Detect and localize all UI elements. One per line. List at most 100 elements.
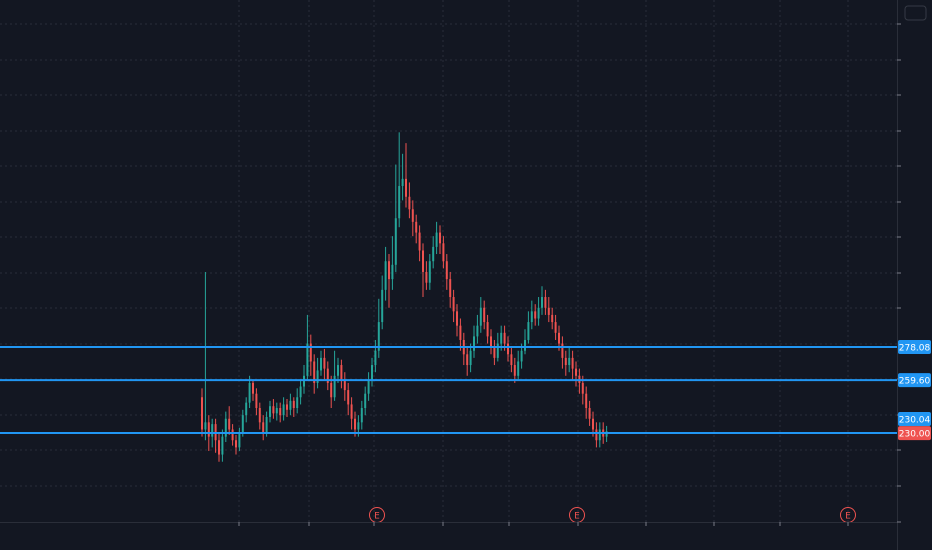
candle-body [452, 297, 455, 312]
candle-body [371, 365, 373, 380]
candle-body [415, 221, 418, 233]
candle-body [201, 397, 203, 430]
earnings-event-label: E [845, 512, 851, 522]
candle-body [510, 354, 513, 366]
candle-body [238, 433, 241, 448]
candle-body [524, 339, 526, 351]
candle-body [364, 393, 367, 409]
candle-body [394, 218, 397, 265]
candle-body [408, 196, 411, 210]
candle-body [330, 382, 333, 398]
candle-body [316, 370, 319, 383]
price-axis [897, 0, 901, 550]
price-label: 230.00 [899, 430, 931, 440]
candle-body [221, 436, 224, 455]
earnings-event-label: E [574, 512, 580, 522]
candle-body [507, 343, 509, 355]
candle-body [241, 415, 244, 434]
candle-body [592, 418, 594, 430]
candle-body [520, 350, 523, 362]
candle-body [568, 357, 571, 366]
candle-body [571, 357, 574, 369]
candle-body [418, 232, 421, 251]
candle-body [503, 332, 506, 344]
candle-body [204, 422, 207, 430]
candle-body [252, 382, 254, 394]
price-label-box [898, 426, 931, 441]
candle-body [479, 307, 482, 326]
candle-body [554, 322, 557, 333]
candle-body [391, 264, 394, 280]
candle-body [320, 357, 322, 371]
candle-body [374, 350, 377, 366]
candle-body [595, 429, 598, 441]
candle-body [459, 325, 462, 340]
candle-body [490, 336, 492, 348]
grid [0, 0, 897, 522]
price-label-box [898, 412, 931, 426]
candle-body [289, 400, 292, 410]
candle-body [211, 424, 214, 437]
candle-body [272, 406, 275, 414]
candle-body [218, 440, 220, 455]
candle-body [547, 307, 550, 315]
candle-body [541, 297, 543, 308]
candle-body [282, 404, 285, 416]
candle-body [350, 404, 353, 419]
candle-body [279, 408, 282, 416]
candle-body [527, 322, 530, 340]
candle-body [561, 343, 564, 358]
candle-body [388, 261, 390, 280]
candle-body [473, 336, 475, 351]
candle-body [381, 289, 384, 323]
price-label-box [898, 373, 931, 388]
candle-body [262, 422, 265, 434]
candle-body [517, 361, 520, 376]
candle-body [265, 416, 268, 434]
price-label: 230.04 [899, 416, 931, 426]
candle-body [435, 232, 438, 247]
candle-body [564, 357, 567, 366]
candle-body [405, 178, 407, 197]
candle-body [384, 261, 387, 290]
candle-body [537, 307, 540, 319]
candle-body [292, 400, 295, 409]
candle-body [585, 393, 588, 409]
candle-body [337, 365, 339, 376]
candle-body [493, 347, 496, 358]
candle-body [207, 422, 210, 437]
candle-body [360, 408, 363, 423]
candle-body [377, 322, 380, 351]
candle-body [544, 297, 547, 308]
chart-settings-button[interactable] [904, 5, 927, 21]
candle-body [231, 429, 234, 441]
earnings-event-label: E [374, 512, 380, 522]
candle-body [551, 314, 554, 323]
candle-body [354, 418, 356, 430]
candle-body [343, 379, 346, 391]
candle-body [286, 404, 288, 410]
candle-body [411, 209, 414, 222]
candle-body [588, 408, 591, 419]
candle-body [449, 279, 452, 298]
price-label: 278.08 [899, 344, 931, 354]
candle-body [398, 186, 401, 219]
candle-body [347, 390, 350, 405]
price-label-box [898, 340, 931, 354]
candle-body [255, 393, 258, 409]
candle-body [466, 354, 469, 366]
candle-body [326, 368, 329, 383]
candle-body [575, 368, 577, 376]
candle-body [258, 408, 261, 423]
candle-body [442, 243, 445, 262]
price-labels: 278.08 259.60 230.04 230.00 [898, 340, 931, 441]
candle-body [296, 397, 299, 409]
candle-body [530, 311, 533, 323]
time-axis [0, 522, 897, 526]
candle-body [357, 422, 360, 430]
candle-body [248, 382, 251, 403]
candle-body [432, 246, 435, 262]
candle-body [228, 418, 231, 430]
